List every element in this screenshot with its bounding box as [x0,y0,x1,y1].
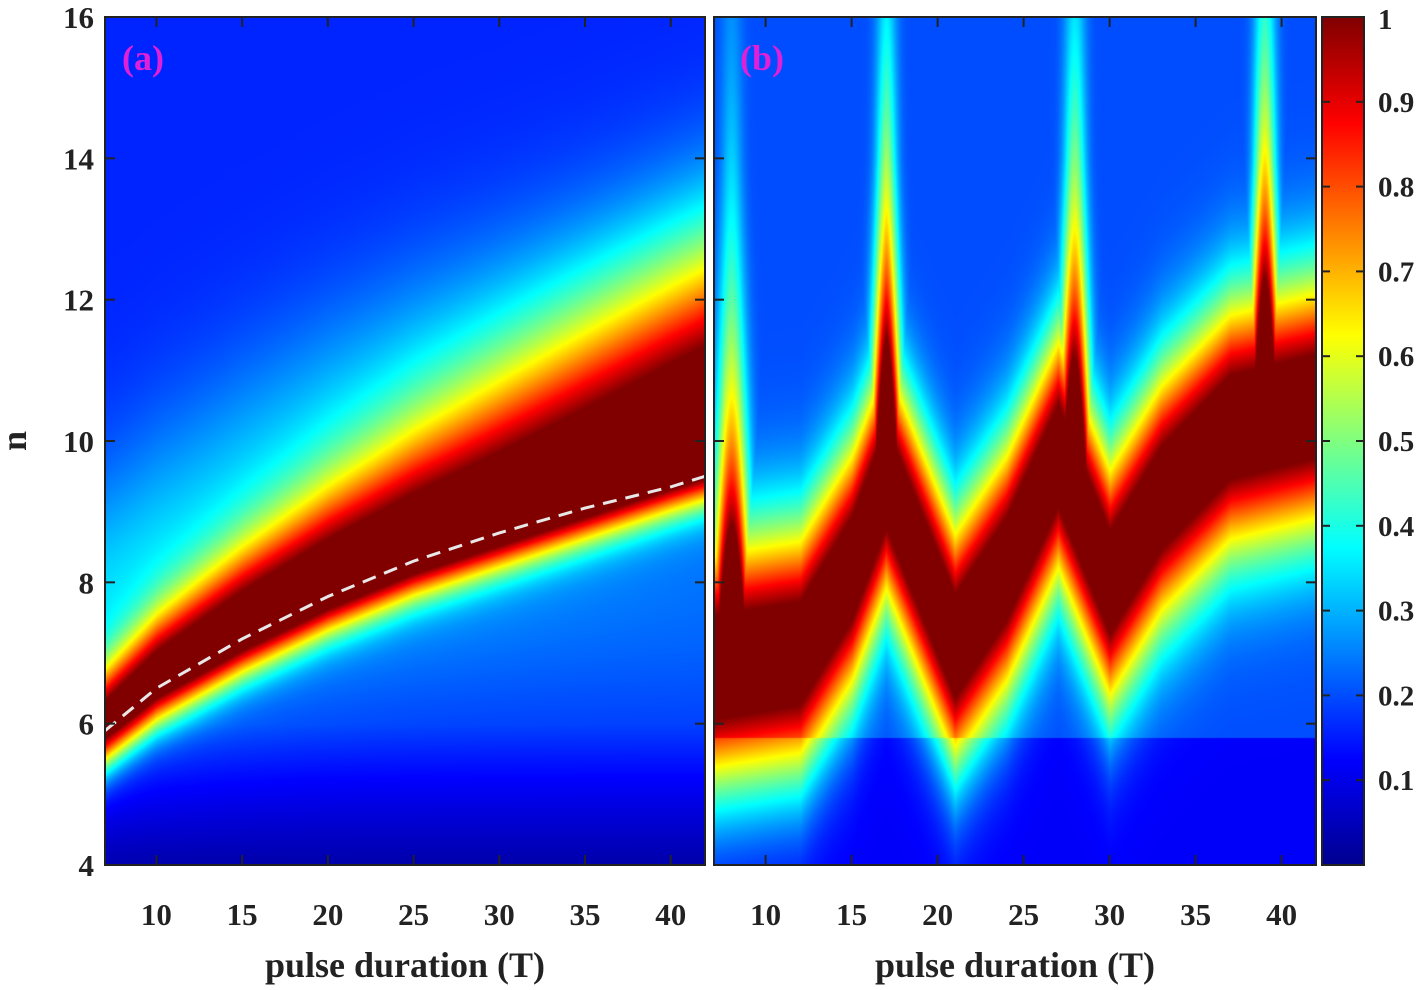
y-tick-label: 8 [79,565,95,600]
colorbar-tick-label: 0.5 [1378,426,1414,458]
colorbar-tick-label: 1 [1378,4,1393,36]
x-tick-label-b: 35 [1180,897,1211,932]
y-tick-label: 14 [63,141,94,176]
colorbar-tick-labels: 0.1 0.2 0.3 0.4 0.5 0.6 0.7 0.8 0.9 1 [1378,4,1414,797]
x-tick-label-a: 25 [398,897,429,932]
x-axis-label-b: pulse duration (T) [875,945,1155,985]
colorbar-tick-label: 0.7 [1378,256,1414,288]
colorbar-tick-label: 0.4 [1378,511,1414,543]
x-tick-label-b: 15 [836,897,867,932]
x-axis-label-a: pulse duration (T) [265,945,545,985]
x-tick-label-a: 15 [227,897,258,932]
x-tick-label-a: 35 [570,897,601,932]
panel-label-a: (a) [122,38,164,78]
colorbar-tick-label: 0.3 [1378,596,1414,628]
panel-b: (b) [714,17,1316,865]
colorbar-tick-label: 0.1 [1378,765,1414,797]
heatmap-b [714,17,1316,865]
colorbar-tick-label: 0.8 [1378,172,1414,204]
y-tick-label: 4 [79,848,95,883]
axis-tick-labels: 10 15 20 25 30 35 40 10 15 20 25 30 35 40 4 6 8 10 12 14 16 [63,0,1297,932]
y-tick-label: 6 [79,707,95,742]
x-tick-label-a: 40 [655,897,686,932]
x-tick-label-b: 30 [1094,897,1125,932]
axis-ticks [105,16,1316,866]
x-tick-label-b: 10 [750,897,781,932]
colorbar: 0.1 0.2 0.3 0.4 0.5 0.6 0.7 0.8 0.9 1 [1321,4,1414,866]
y-tick-label: 10 [63,424,94,459]
panel-a: (a) [105,17,705,865]
heatmap-a [105,17,705,865]
colorbar-ticks [1322,16,1364,782]
x-tick-label-a: 10 [141,897,172,932]
x-tick-label-b: 40 [1266,897,1297,932]
y-axis-label: n [0,431,34,451]
x-tick-label-b: 20 [922,897,953,932]
colorbar-tick-label: 0.2 [1378,680,1414,712]
colorbar-tick-label: 0.9 [1378,87,1414,119]
x-tick-label-a: 30 [484,897,515,932]
y-tick-label: 12 [63,283,94,318]
colorbar-tick-label: 0.6 [1378,341,1414,373]
dashed-fit-line [105,474,705,732]
y-tick-label: 16 [63,0,94,35]
x-tick-label-b: 25 [1008,897,1039,932]
panel-label-b: (b) [740,38,784,78]
x-tick-label-a: 20 [312,897,343,932]
